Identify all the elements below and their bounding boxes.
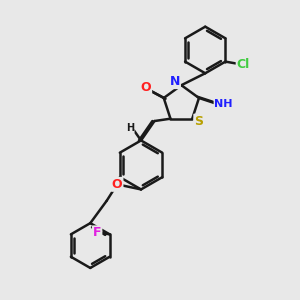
Text: S: S: [194, 115, 203, 128]
Text: Cl: Cl: [237, 58, 250, 70]
Text: F: F: [93, 226, 101, 239]
Text: O: O: [140, 81, 151, 94]
Text: NH: NH: [214, 99, 233, 109]
Text: O: O: [112, 178, 122, 191]
Text: N: N: [169, 75, 180, 88]
Text: H: H: [126, 123, 134, 133]
